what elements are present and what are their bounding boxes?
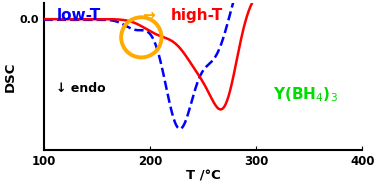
X-axis label: T /°C: T /°C (186, 169, 220, 182)
Text: low-T: low-T (56, 8, 101, 23)
Text: high-T: high-T (171, 8, 223, 23)
Text: Y(BH$_4$)$_3$: Y(BH$_4$)$_3$ (273, 85, 338, 104)
Y-axis label: DSC: DSC (3, 62, 17, 92)
Text: ↓ endo: ↓ endo (56, 82, 106, 95)
Text: →: → (143, 8, 155, 23)
